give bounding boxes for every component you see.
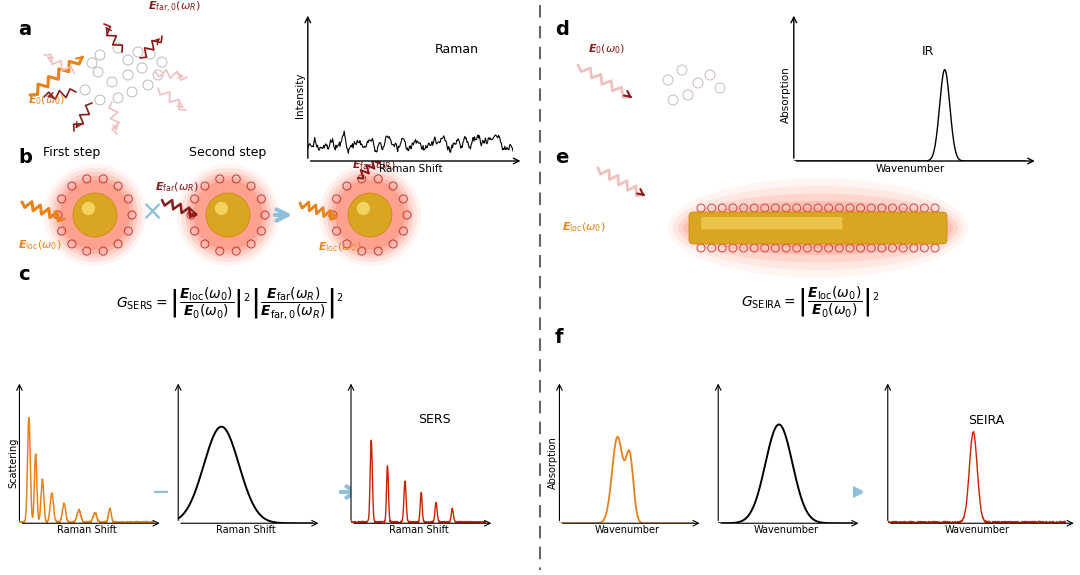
Y-axis label: Absorption: Absorption <box>781 67 791 123</box>
Circle shape <box>323 168 417 262</box>
Text: —: — <box>151 483 170 501</box>
Text: First step: First step <box>43 146 100 159</box>
Circle shape <box>348 193 392 237</box>
X-axis label: Raman Shift: Raman Shift <box>57 524 117 535</box>
Ellipse shape <box>678 194 958 263</box>
Text: c: c <box>18 265 29 284</box>
Text: —: — <box>656 483 674 501</box>
Circle shape <box>44 164 146 266</box>
Text: ×: × <box>140 198 164 226</box>
Circle shape <box>215 202 228 215</box>
Text: b: b <box>18 148 32 167</box>
Text: IR: IR <box>921 45 934 58</box>
X-axis label: Wavenumber: Wavenumber <box>944 524 1010 535</box>
Circle shape <box>181 168 275 262</box>
Circle shape <box>193 180 264 250</box>
Circle shape <box>327 172 413 258</box>
Text: $\boldsymbol{E}_{\rm loc}(\omega_0)$: $\boldsymbol{E}_{\rm loc}(\omega_0)$ <box>562 220 606 234</box>
Ellipse shape <box>688 209 948 247</box>
Circle shape <box>319 164 421 266</box>
Circle shape <box>52 172 138 258</box>
X-axis label: Raman Shift: Raman Shift <box>379 164 442 174</box>
Text: $\boldsymbol{E}_{\rm far}(\omega_R)$: $\boldsymbol{E}_{\rm far}(\omega_R)$ <box>156 180 199 194</box>
Text: $\boldsymbol{E}_{\rm far}(\omega_R)$: $\boldsymbol{E}_{\rm far}(\omega_R)$ <box>352 158 395 172</box>
Text: $\boldsymbol{E}_{\rm loc}(\omega_0)$: $\boldsymbol{E}_{\rm loc}(\omega_0)$ <box>18 238 62 252</box>
Circle shape <box>206 193 249 237</box>
Text: $\boldsymbol{E}_0(\omega_0)$: $\boldsymbol{E}_0(\omega_0)$ <box>28 93 65 107</box>
Ellipse shape <box>683 201 953 255</box>
Text: e: e <box>555 148 568 167</box>
Ellipse shape <box>669 178 968 278</box>
X-axis label: Wavenumber: Wavenumber <box>753 524 819 535</box>
Ellipse shape <box>693 216 943 240</box>
Text: $G_{\rm SERS} = \left|\dfrac{\boldsymbol{E}_{\rm loc}(\omega_0)}{\boldsymbol{E}_: $G_{\rm SERS} = \left|\dfrac{\boldsymbol… <box>116 285 343 321</box>
Circle shape <box>60 180 130 250</box>
Circle shape <box>185 172 271 258</box>
Text: Second step: Second step <box>189 146 267 159</box>
Circle shape <box>73 193 117 237</box>
Circle shape <box>356 202 370 215</box>
FancyBboxPatch shape <box>689 212 947 244</box>
X-axis label: Raman Shift: Raman Shift <box>216 524 275 535</box>
FancyBboxPatch shape <box>701 217 842 229</box>
Text: $\boldsymbol{E}_{\rm loc}(\omega_0)$: $\boldsymbol{E}_{\rm loc}(\omega_0)$ <box>318 240 362 254</box>
Text: a: a <box>18 20 31 39</box>
Text: Raman: Raman <box>435 43 480 56</box>
Circle shape <box>82 202 95 215</box>
Text: SERS: SERS <box>419 413 451 426</box>
Circle shape <box>48 168 141 262</box>
Text: $G_{\rm SEIRA} = \left|\dfrac{\boldsymbol{E}_{\rm loc}(\omega_0)}{\boldsymbol{E}: $G_{\rm SEIRA} = \left|\dfrac{\boldsymbo… <box>741 285 879 320</box>
Y-axis label: Scattering: Scattering <box>8 438 18 488</box>
Text: f: f <box>555 328 564 347</box>
Circle shape <box>189 176 267 254</box>
Text: $\boldsymbol{E}_0(\omega_0)$: $\boldsymbol{E}_0(\omega_0)$ <box>588 42 625 56</box>
Circle shape <box>335 180 405 250</box>
Circle shape <box>330 176 409 254</box>
Circle shape <box>177 164 279 266</box>
X-axis label: Raman Shift: Raman Shift <box>389 524 448 535</box>
X-axis label: Wavenumber: Wavenumber <box>594 524 660 535</box>
Text: d: d <box>555 20 569 39</box>
Text: SEIRA: SEIRA <box>968 414 1004 427</box>
X-axis label: Wavenumber: Wavenumber <box>875 164 945 174</box>
Y-axis label: Intensity: Intensity <box>295 72 305 118</box>
Circle shape <box>56 176 134 254</box>
Ellipse shape <box>673 186 963 270</box>
Y-axis label: Absorption: Absorption <box>548 436 558 489</box>
Text: $\boldsymbol{E}_{{\rm far},0}(\omega_R)$: $\boldsymbol{E}_{{\rm far},0}(\omega_R)$ <box>148 0 201 15</box>
